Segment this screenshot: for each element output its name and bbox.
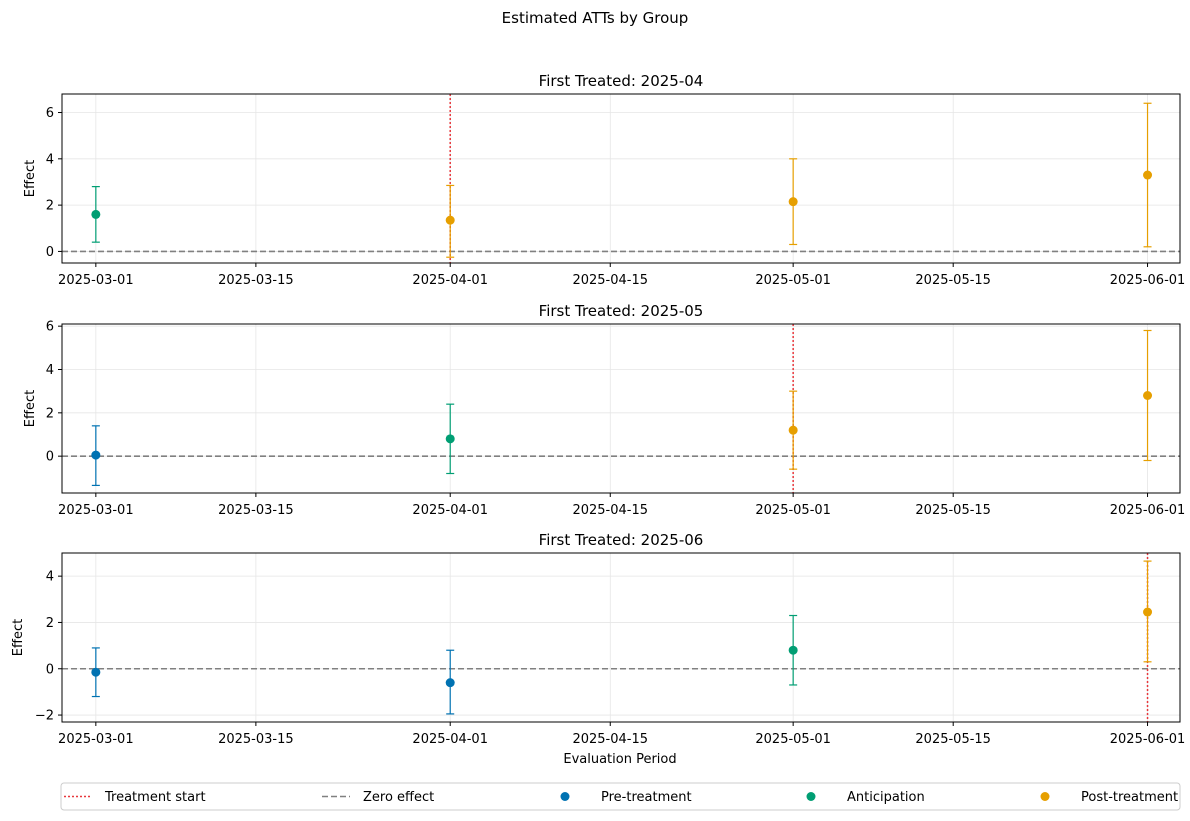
x-tick-label: 2025-04-01 [412, 273, 488, 288]
panel-3: 2025-03-01 2025-03-15 2025-04-01 2025-04-15… [11, 531, 1185, 767]
legend: Treatment start Zero effect Pre-treatment A… [60, 782, 1181, 811]
y-tick-label: 2 [46, 406, 54, 421]
x-tick-label: 2025-04-01 [412, 732, 488, 747]
legend-item: Anticipation [806, 790, 925, 805]
panel-1: 2025-03-01 2025-03-15 2025-04-01 2025-04-15… [23, 72, 1185, 288]
legend-label: Pre-treatment [601, 790, 692, 805]
legend-marker [1040, 792, 1050, 801]
y-tick-label: 4 [46, 152, 54, 167]
x-tick-label: 2025-04-15 [572, 732, 648, 747]
data-point [788, 425, 798, 435]
x-tick-label: 2025-05-01 [755, 273, 831, 288]
y-tick-label: −2 [35, 709, 54, 724]
y-tick-label: 6 [46, 106, 54, 121]
y-tick-label: 0 [46, 245, 54, 260]
x-tick-label: 2025-06-01 [1110, 732, 1186, 747]
data-point [788, 645, 798, 655]
x-tick-label: 2025-03-15 [218, 273, 294, 288]
data-point [445, 215, 455, 225]
axes-frame [61, 93, 1181, 264]
x-tick-label: 2025-04-15 [572, 503, 648, 518]
legend-label: Treatment start [104, 790, 206, 805]
legend-item: Post-treatment [1040, 790, 1178, 805]
y-axis-title: Effect [11, 619, 26, 656]
data-point [445, 678, 455, 688]
legend-item: Treatment start [64, 790, 206, 805]
x-tick-label: 2025-05-15 [915, 503, 991, 518]
legend-item: Zero effect [322, 790, 434, 805]
y-tick-label: 4 [46, 363, 54, 378]
x-tick-label: 2025-05-01 [755, 503, 831, 518]
x-tick-label: 2025-05-15 [915, 732, 991, 747]
x-tick-label: 2025-03-15 [218, 503, 294, 518]
chart-suptitle: Estimated ATTs by Group [502, 9, 689, 27]
y-tick-label: 0 [46, 450, 54, 465]
y-tick-label: 4 [46, 570, 54, 585]
legend-marker [806, 792, 816, 801]
legend-label: Anticipation [847, 790, 925, 805]
axes-frame [61, 323, 1181, 494]
data-point [91, 667, 101, 677]
x-tick-label: 2025-04-15 [572, 273, 648, 288]
y-axis-title: Effect [23, 390, 38, 427]
data-point [788, 197, 798, 207]
y-tick-label: 6 [46, 320, 54, 335]
panel-title: First Treated: 2025-06 [539, 531, 704, 549]
x-tick-label: 2025-05-15 [915, 273, 991, 288]
panel-2: 2025-03-01 2025-03-15 2025-04-01 2025-04-15… [23, 302, 1185, 518]
y-axis-title: Effect [23, 160, 38, 197]
legend-item: Pre-treatment [560, 790, 692, 805]
data-point [1143, 607, 1153, 617]
x-tick-label: 2025-06-01 [1110, 503, 1186, 518]
x-tick-label: 2025-03-15 [218, 732, 294, 747]
y-tick-label: 2 [46, 199, 54, 214]
y-tick-label: 2 [46, 616, 54, 631]
panel-title: First Treated: 2025-04 [539, 72, 704, 90]
x-axis-title: Evaluation Period [563, 752, 676, 767]
x-tick-label: 2025-03-01 [58, 273, 134, 288]
legend-marker [560, 792, 570, 801]
legend-box [60, 782, 1181, 811]
data-point [445, 434, 455, 444]
x-tick-label: 2025-03-01 [58, 503, 134, 518]
x-tick-label: 2025-06-01 [1110, 273, 1186, 288]
data-point [1143, 170, 1153, 180]
legend-label: Post-treatment [1081, 790, 1178, 805]
legend-label: Zero effect [363, 790, 434, 805]
x-tick-label: 2025-03-01 [58, 732, 134, 747]
x-tick-label: 2025-04-01 [412, 503, 488, 518]
data-point [91, 209, 101, 219]
y-tick-label: 0 [46, 662, 54, 677]
panel-title: First Treated: 2025-05 [539, 302, 704, 320]
panels-group: 2025-03-01 2025-03-15 2025-04-01 2025-04-15… [11, 72, 1185, 767]
x-tick-label: 2025-05-01 [755, 732, 831, 747]
data-point [91, 450, 101, 460]
axes-frame [61, 552, 1181, 723]
data-point [1143, 391, 1153, 400]
